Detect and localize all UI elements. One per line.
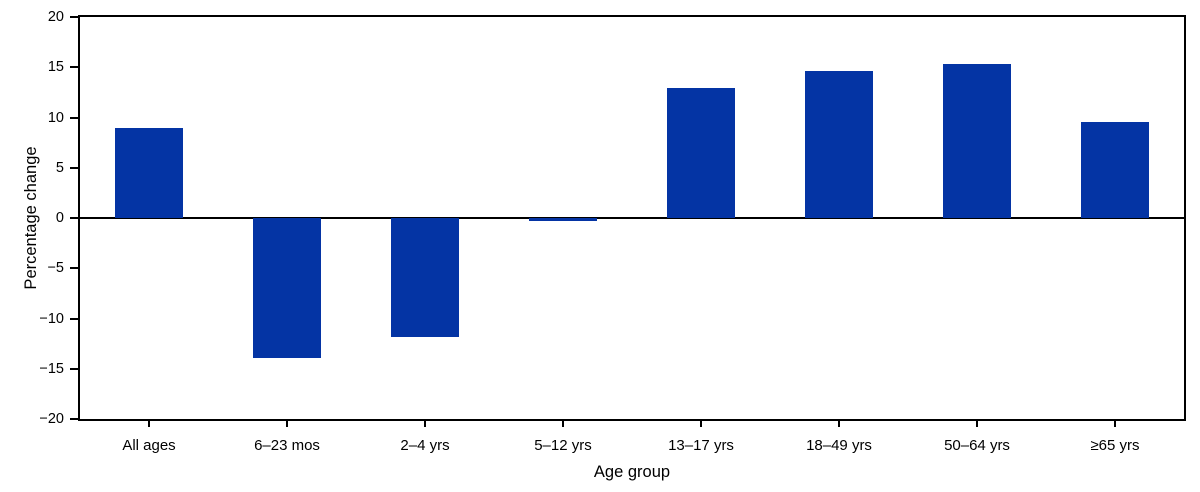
bar — [667, 88, 735, 218]
y-tick — [70, 66, 78, 69]
bar — [943, 64, 1011, 218]
x-tick-label: 6–23 mos — [254, 437, 320, 454]
x-tick-label: ≥65 yrs — [1090, 437, 1140, 454]
x-tick — [976, 419, 978, 427]
x-axis-title: Age group — [593, 463, 671, 481]
x-tick-label: 13–17 yrs — [668, 437, 734, 454]
x-tick — [562, 419, 564, 427]
bar — [805, 71, 873, 218]
x-tick — [424, 419, 426, 427]
y-tick — [70, 367, 78, 370]
bar — [115, 127, 183, 218]
y-tick-label: −15 — [39, 360, 64, 377]
y-tick — [70, 267, 78, 270]
x-tick — [1114, 419, 1116, 427]
x-tick-label: 18–49 yrs — [806, 437, 872, 454]
y-tick-label: 10 — [47, 109, 64, 126]
y-tick-label: −10 — [39, 310, 64, 327]
y-tick — [70, 16, 78, 18]
x-tick-label: All ages — [122, 437, 176, 454]
x-tick — [286, 419, 288, 427]
bar — [391, 218, 459, 337]
x-tick-label: 2–4 yrs — [400, 437, 450, 454]
y-tick-label: 0 — [55, 210, 64, 226]
bar — [529, 218, 597, 221]
x-tick — [838, 419, 840, 427]
x-tick — [148, 419, 150, 427]
y-tick — [70, 166, 78, 169]
y-tick — [70, 217, 78, 219]
x-tick — [700, 419, 702, 427]
y-tick — [70, 116, 78, 119]
y-tick-label: −20 — [39, 411, 64, 427]
y-tick-label: 5 — [55, 159, 64, 176]
bar — [1081, 121, 1149, 218]
x-tick-label: 50–64 yrs — [944, 437, 1010, 454]
x-tick-label: 5–12 yrs — [534, 437, 592, 454]
bar — [253, 218, 321, 358]
y-tick-label: 20 — [47, 9, 64, 25]
y-tick — [70, 418, 78, 420]
y-tick — [70, 317, 78, 320]
y-tick-label: −5 — [47, 260, 64, 277]
plot-area: 20 15 10 5 0 −5 −10 −15 −20 All ages 6–23 mos 2–4 y… — [39, 9, 1186, 454]
zero-line — [80, 217, 1184, 219]
y-tick-label: 15 — [47, 59, 64, 76]
